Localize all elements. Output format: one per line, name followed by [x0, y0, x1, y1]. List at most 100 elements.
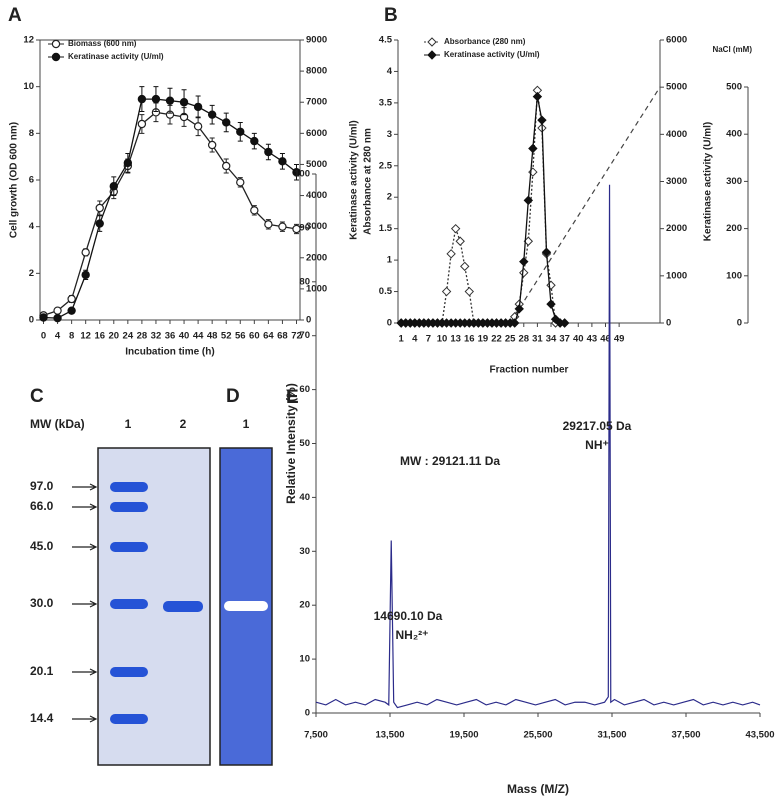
y-tick-label: 2.5 [379, 160, 393, 171]
arrow [72, 503, 98, 511]
x-tick-label: 19 [478, 334, 489, 345]
annotation: 29217.05 Da [563, 419, 632, 433]
marker-label: 20.1 [30, 664, 54, 678]
gel-band [110, 667, 148, 677]
x-tick-label: 32 [151, 331, 162, 342]
panel-label: E [286, 387, 299, 408]
y-tick-label: 12 [23, 35, 34, 46]
y-tick-label: 30 [299, 546, 310, 557]
marker [250, 206, 259, 215]
x-tick-label: 16 [464, 334, 475, 345]
marker [207, 110, 217, 119]
x-tick-label: 25,500 [523, 730, 552, 741]
y-tick-label: 100 [294, 169, 310, 180]
arrow [72, 543, 98, 551]
marker [53, 313, 62, 323]
y-tick-label: 4 [29, 221, 35, 232]
marker [523, 195, 534, 206]
y-tick-label: 80 [299, 276, 310, 287]
y2-tick-label: 1000 [306, 283, 327, 294]
x-tick-label: 25 [505, 334, 516, 345]
legend-label: Biomass (600 nm) [68, 39, 137, 48]
marker [236, 178, 245, 187]
panel-label: A [8, 5, 22, 26]
marker [519, 267, 529, 278]
y-tick-label: 4.5 [379, 35, 393, 46]
y3-tick-label: 300 [726, 176, 742, 187]
gel-band [110, 482, 148, 492]
marker [222, 161, 231, 171]
annotation: MW : 29121.11 Da [400, 454, 500, 468]
y-tick-label: 4 [387, 66, 393, 77]
marker [222, 118, 231, 127]
y-axis-label: Absorbance at 280 nm [363, 128, 374, 235]
arrow [72, 715, 98, 723]
marker [292, 224, 301, 234]
marker [51, 39, 61, 49]
x-tick-label: 34 [546, 334, 557, 345]
marker-label: 30.0 [30, 596, 54, 610]
marker [137, 94, 147, 104]
y3-tick-label: 200 [726, 223, 742, 234]
x-tick-label: 7,500 [304, 730, 328, 741]
x-tick-label: 43 [587, 334, 598, 345]
y-tick-label: 40 [299, 492, 310, 503]
spectrum-line [315, 184, 761, 709]
y2-tick-label: 4000 [666, 129, 687, 140]
y-tick-label: 90 [299, 222, 310, 233]
marker [460, 261, 470, 272]
marker [81, 248, 90, 257]
y-tick-label: 70 [299, 330, 310, 341]
marker-label: 97.0 [30, 479, 54, 493]
x-tick-label: 68 [277, 331, 288, 342]
panel-label: D [226, 386, 240, 407]
marker [67, 294, 76, 304]
gel-band [110, 502, 148, 512]
x-tick-label: 4 [412, 334, 418, 345]
marker [278, 157, 287, 166]
x-tick-label: 72 [291, 331, 302, 342]
marker [51, 52, 61, 62]
y2-tick-label: 3000 [306, 221, 327, 232]
x-tick-label: 40 [179, 331, 190, 342]
y-tick-label: 0 [305, 708, 310, 719]
marker [264, 220, 273, 229]
x-tick-label: 7 [426, 334, 431, 345]
y3-tick-label: 100 [726, 270, 742, 281]
x-tick-label: 49 [614, 334, 625, 345]
x-tick-label: 40 [573, 334, 584, 345]
x-tick-label: 52 [221, 331, 232, 342]
y2-axis-label: Keratinase activity (U/ml) [703, 122, 714, 242]
arrow [72, 668, 98, 676]
marker [137, 119, 147, 129]
x-tick-label: 31,500 [597, 730, 626, 741]
marker [532, 91, 543, 102]
marker [95, 219, 104, 228]
x-tick-label: 0 [41, 331, 46, 342]
y-tick-label: 1 [387, 255, 393, 266]
gel-band [110, 542, 148, 552]
y2-tick-label: 6000 [306, 128, 327, 139]
x-tick-label: 37 [559, 334, 570, 345]
marker [95, 203, 104, 213]
marker-label: 45.0 [30, 539, 54, 553]
marker [207, 140, 217, 150]
marker [455, 236, 465, 246]
marker [53, 306, 62, 315]
y3-tick-label: 500 [726, 82, 742, 93]
y2-tick-label: 5000 [666, 82, 687, 93]
y2-tick-label: 1000 [666, 270, 687, 281]
lane-label: 2 [180, 417, 187, 431]
y2-tick-label: 0 [666, 318, 671, 329]
y-tick-label: 6 [29, 175, 34, 186]
gel-band [110, 599, 148, 609]
marker [450, 223, 461, 234]
marker [427, 37, 437, 47]
marker-label: 66.0 [30, 499, 54, 513]
x-tick-label: 56 [235, 331, 246, 342]
x-tick-label: 48 [207, 331, 218, 342]
annotation: NH⁺ [585, 438, 609, 452]
y-tick-label: 20 [299, 600, 310, 611]
y2-tick-label: 2000 [666, 223, 687, 234]
marker [509, 318, 520, 328]
